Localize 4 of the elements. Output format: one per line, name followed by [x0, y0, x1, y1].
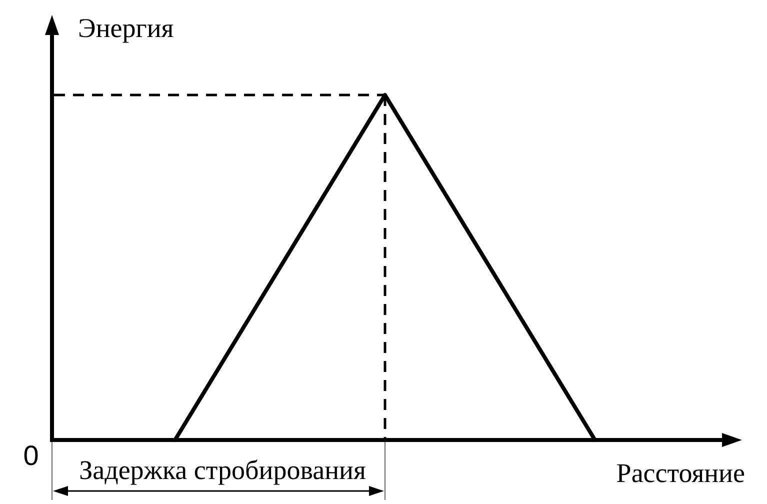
x-axis-title: Расстояние — [616, 458, 746, 488]
y-axis-title: Энергия — [78, 13, 174, 43]
text: 0 — [23, 440, 39, 471]
text: Задержка стробирования — [79, 455, 366, 485]
